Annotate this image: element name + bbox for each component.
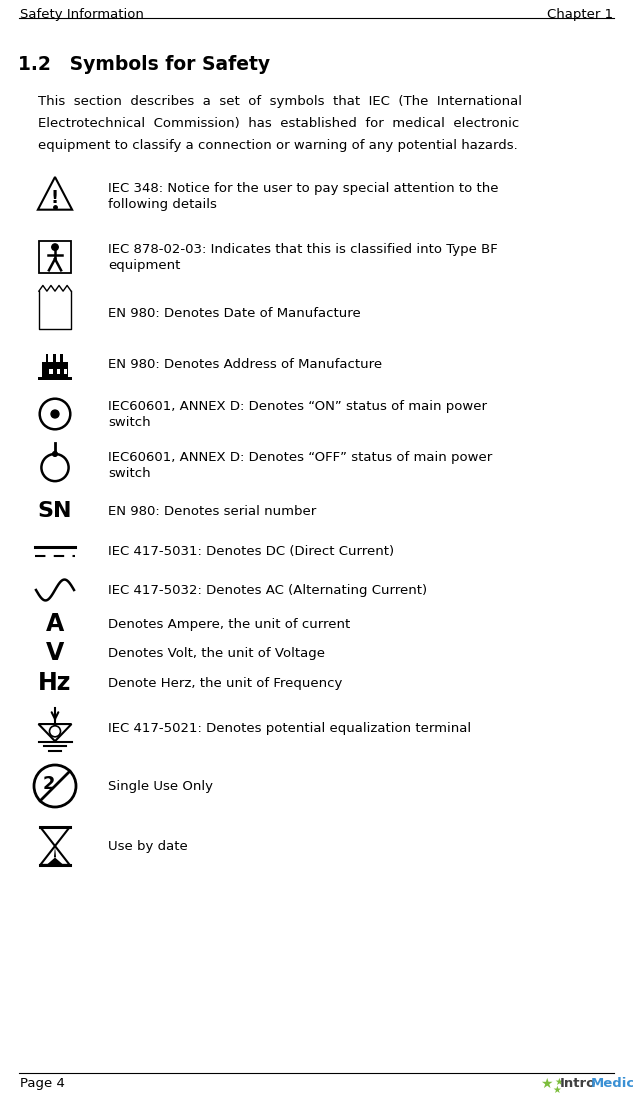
Polygon shape bbox=[42, 362, 68, 377]
Text: Intro: Intro bbox=[560, 1077, 596, 1090]
Polygon shape bbox=[54, 846, 56, 857]
Text: IEC 417-5021: Denotes potential equalization terminal: IEC 417-5021: Denotes potential equaliza… bbox=[108, 722, 471, 734]
Text: Hz: Hz bbox=[39, 671, 72, 695]
Text: Electrotechnical  Commission)  has  established  for  medical  electronic: Electrotechnical Commission) has establi… bbox=[38, 117, 519, 130]
Text: EN 980: Denotes Address of Manufacture: EN 980: Denotes Address of Manufacture bbox=[108, 359, 382, 371]
Text: IEC60601, ANNEX D: Denotes “ON” status of main power: IEC60601, ANNEX D: Denotes “ON” status o… bbox=[108, 400, 487, 413]
Polygon shape bbox=[60, 353, 63, 362]
Bar bbox=[39, 240, 71, 273]
Text: following details: following details bbox=[108, 198, 217, 211]
Text: equipment: equipment bbox=[108, 259, 180, 272]
Polygon shape bbox=[49, 368, 53, 375]
Text: Medic: Medic bbox=[591, 1077, 633, 1090]
Polygon shape bbox=[46, 353, 48, 362]
Text: Denote Herz, the unit of Frequency: Denote Herz, the unit of Frequency bbox=[108, 677, 342, 690]
Text: EN 980: Denotes Date of Manufacture: EN 980: Denotes Date of Manufacture bbox=[108, 307, 361, 320]
Polygon shape bbox=[63, 368, 67, 375]
Text: SN: SN bbox=[38, 501, 72, 521]
Text: equipment to classify a connection or warning of any potential hazards.: equipment to classify a connection or wa… bbox=[38, 139, 518, 152]
Text: ★: ★ bbox=[552, 1085, 561, 1093]
Text: Denotes Ampere, the unit of current: Denotes Ampere, the unit of current bbox=[108, 618, 350, 631]
Text: EN 980: Denotes serial number: EN 980: Denotes serial number bbox=[108, 505, 316, 518]
Circle shape bbox=[52, 244, 58, 250]
Text: ★: ★ bbox=[540, 1077, 553, 1091]
Text: IEC60601, ANNEX D: Denotes “OFF” status of main power: IEC60601, ANNEX D: Denotes “OFF” status … bbox=[108, 451, 492, 465]
Text: Page 4: Page 4 bbox=[20, 1077, 65, 1090]
Text: IEC 417-5031: Denotes DC (Direct Current): IEC 417-5031: Denotes DC (Direct Current… bbox=[108, 545, 394, 559]
Text: Denotes Volt, the unit of Voltage: Denotes Volt, the unit of Voltage bbox=[108, 647, 325, 660]
Text: 2: 2 bbox=[43, 775, 55, 792]
Polygon shape bbox=[53, 353, 56, 362]
Text: ★: ★ bbox=[554, 1077, 563, 1088]
Text: Chapter 1: Chapter 1 bbox=[547, 8, 613, 21]
Circle shape bbox=[53, 451, 58, 457]
Text: Safety Information: Safety Information bbox=[20, 8, 144, 21]
Polygon shape bbox=[47, 858, 63, 865]
Text: A: A bbox=[46, 612, 64, 636]
Text: IEC 878-02-03: Indicates that this is classified into Type BF: IEC 878-02-03: Indicates that this is cl… bbox=[108, 243, 498, 256]
Text: !: ! bbox=[51, 189, 59, 207]
Text: switch: switch bbox=[108, 416, 151, 428]
Text: Use by date: Use by date bbox=[108, 841, 188, 853]
Text: switch: switch bbox=[108, 467, 151, 480]
Text: V: V bbox=[46, 640, 64, 665]
Circle shape bbox=[51, 410, 59, 418]
Text: 1.2 Symbols for Safety: 1.2 Symbols for Safety bbox=[18, 55, 270, 74]
Polygon shape bbox=[57, 368, 60, 375]
Text: Single Use Only: Single Use Only bbox=[108, 780, 213, 794]
Polygon shape bbox=[38, 377, 72, 380]
Text: This  section  describes  a  set  of  symbols  that  IEC  (The  International: This section describes a set of symbols … bbox=[38, 95, 522, 108]
Text: IEC 348: Notice for the user to pay special attention to the: IEC 348: Notice for the user to pay spec… bbox=[108, 183, 499, 195]
Text: IEC 417-5032: Denotes AC (Alternating Current): IEC 417-5032: Denotes AC (Alternating Cu… bbox=[108, 584, 427, 597]
